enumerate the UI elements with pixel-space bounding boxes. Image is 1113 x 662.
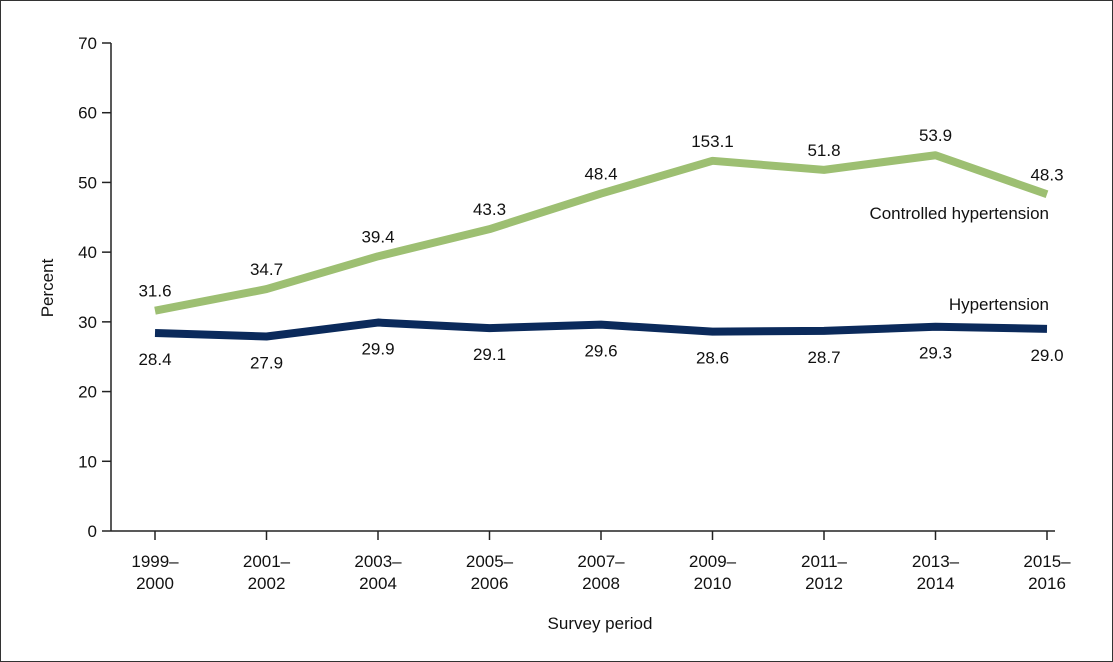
data-labels: 31.6 34.7 39.4 43.3 48.4 153.1 51.8 53.9 48.3 28.… xyxy=(138,126,1063,372)
x-tick-label: 2009– 2010 xyxy=(689,552,737,593)
data-label: 29.1 xyxy=(473,345,506,364)
y-tick-label: 70 xyxy=(78,34,97,53)
series-line-hypertension xyxy=(154,318,1048,341)
data-label: 153.1 xyxy=(691,132,734,151)
data-label: 31.6 xyxy=(138,282,171,301)
x-tick-label: 2015– 2016 xyxy=(1023,552,1071,593)
data-label: 29.9 xyxy=(361,340,394,359)
x-tick-label: 2013– 2014 xyxy=(912,552,960,593)
x-tick-label: 2011– 2012 xyxy=(801,552,848,593)
x-tick-label: 2001– 2002 xyxy=(243,552,291,593)
data-label: 29.3 xyxy=(919,344,952,363)
data-label: 29.6 xyxy=(584,342,617,361)
data-label: 28.4 xyxy=(138,350,171,369)
x-tick-label: 2003– 2004 xyxy=(354,552,402,593)
data-label: 27.9 xyxy=(250,353,283,372)
data-label: 53.9 xyxy=(919,126,952,145)
series-line-controlled-hypertension xyxy=(154,151,1049,315)
data-label: 29.0 xyxy=(1030,346,1063,365)
y-tick-label: 0 xyxy=(88,522,97,541)
data-label: 48.4 xyxy=(584,165,617,184)
x-tick-label: 2007– 2008 xyxy=(577,552,625,593)
x-tick-label: 1999– 2000 xyxy=(131,552,179,593)
y-tick-label: 20 xyxy=(78,383,97,402)
x-tick-label: 2005– 2006 xyxy=(466,552,514,593)
data-label: 39.4 xyxy=(361,227,394,246)
y-tick-label: 60 xyxy=(78,104,97,123)
y-axis-title: Percent xyxy=(38,258,57,317)
series-label-hypertension: Hypertension xyxy=(949,295,1049,314)
x-axis-title: Survey period xyxy=(548,614,653,633)
data-label: 34.7 xyxy=(250,260,283,279)
data-label: 43.3 xyxy=(473,200,506,219)
data-label: 28.7 xyxy=(807,348,840,367)
y-tick-label: 10 xyxy=(78,452,97,471)
axes: 0 10 20 30 40 50 60 70 1999– 2000 2001– 2002 2003– 20… xyxy=(78,34,1071,593)
series-lines xyxy=(154,151,1049,341)
data-label: 51.8 xyxy=(807,141,840,160)
data-label: 28.6 xyxy=(696,349,729,368)
y-tick-label: 40 xyxy=(78,243,97,262)
y-tick-label: 50 xyxy=(78,173,97,192)
data-label: 48.3 xyxy=(1030,165,1063,184)
series-label-controlled-hypertension: Controlled hypertension xyxy=(869,204,1049,223)
y-tick-label: 30 xyxy=(78,313,97,332)
